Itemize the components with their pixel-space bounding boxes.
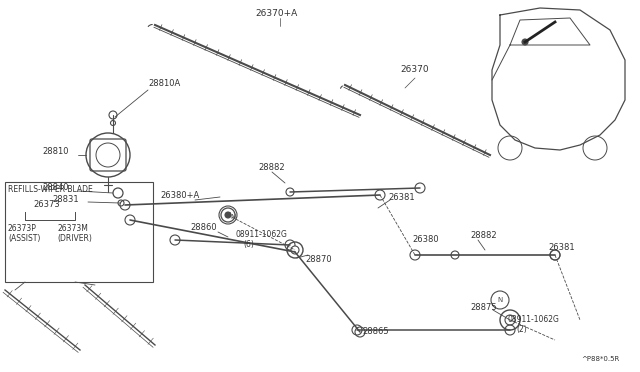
Text: 28882: 28882	[470, 231, 497, 240]
Text: 28810A: 28810A	[148, 79, 180, 88]
Circle shape	[291, 246, 299, 254]
Text: 08911-1062G: 08911-1062G	[508, 315, 560, 324]
Text: REFILLS-WIPER BLADE: REFILLS-WIPER BLADE	[8, 185, 93, 194]
Text: 28831: 28831	[52, 196, 79, 205]
Text: 26381: 26381	[548, 243, 575, 251]
Text: 26380+A: 26380+A	[160, 191, 199, 200]
Text: ^P88*0.5R: ^P88*0.5R	[582, 356, 620, 362]
Text: (DRIVER): (DRIVER)	[57, 234, 92, 243]
Text: (6): (6)	[243, 240, 254, 249]
Text: 26370+A: 26370+A	[255, 9, 297, 18]
Circle shape	[505, 315, 515, 325]
Text: 28810: 28810	[42, 148, 68, 157]
Text: 26373: 26373	[34, 200, 60, 209]
Text: 28860: 28860	[190, 223, 216, 232]
Text: 28882: 28882	[258, 163, 285, 172]
Text: (ASSIST): (ASSIST)	[8, 234, 40, 243]
Text: 28840: 28840	[42, 183, 68, 192]
Text: 28865: 28865	[362, 327, 388, 337]
Text: 26373P: 26373P	[8, 224, 37, 233]
Text: 08911-1062G: 08911-1062G	[235, 230, 287, 239]
Text: N: N	[497, 297, 502, 303]
Text: 26380: 26380	[412, 235, 438, 244]
Text: N: N	[225, 212, 230, 218]
Text: 26373M: 26373M	[57, 224, 88, 233]
Text: N: N	[230, 214, 236, 220]
Circle shape	[225, 212, 231, 218]
Circle shape	[522, 39, 528, 45]
Text: (2): (2)	[516, 325, 527, 334]
Text: 26370: 26370	[401, 65, 429, 74]
Text: 28875: 28875	[470, 304, 497, 312]
Text: 28870: 28870	[305, 255, 332, 264]
Bar	[5, 182, 153, 282]
Text: 26381: 26381	[388, 193, 415, 202]
